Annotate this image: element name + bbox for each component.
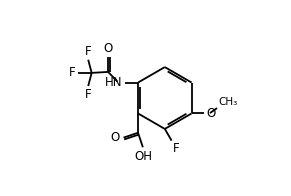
Text: F: F xyxy=(85,45,91,58)
Text: OH: OH xyxy=(134,150,152,163)
Text: O: O xyxy=(104,42,113,55)
Text: F: F xyxy=(69,66,76,79)
Text: F: F xyxy=(85,88,91,101)
Text: O: O xyxy=(111,131,120,144)
Text: CH₃: CH₃ xyxy=(218,97,237,107)
Text: F: F xyxy=(173,142,180,155)
Text: HN: HN xyxy=(105,76,123,89)
Text: O: O xyxy=(207,107,216,120)
